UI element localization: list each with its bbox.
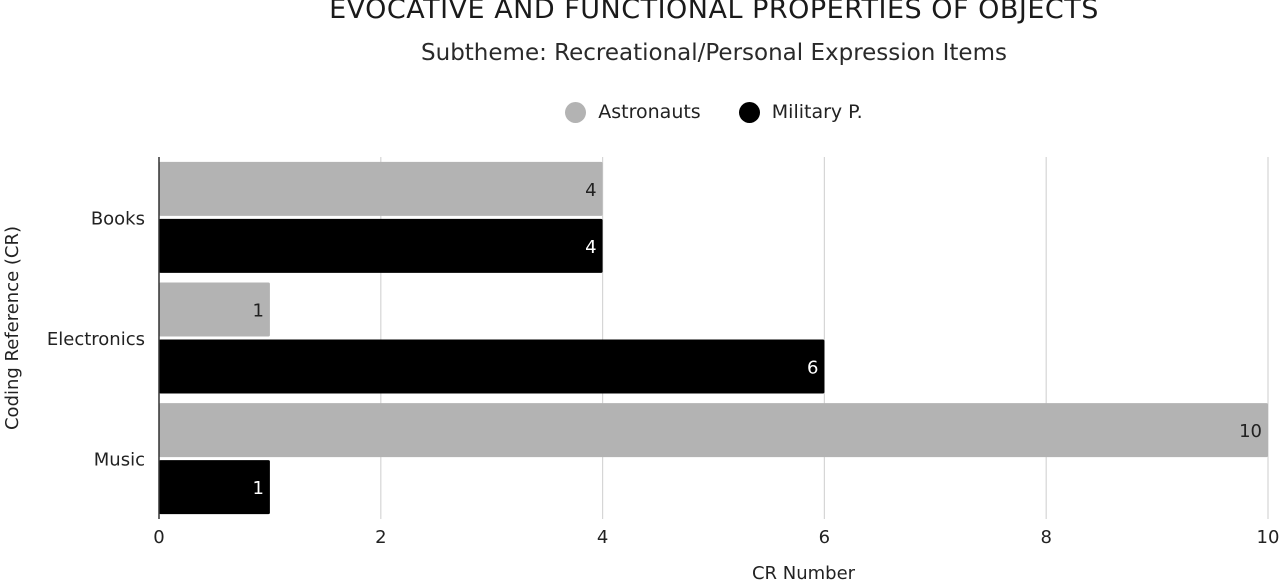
- bar: [159, 460, 270, 515]
- bar: [159, 403, 1268, 458]
- legend: Astronauts Military P.: [0, 101, 1280, 128]
- chart-subtitle: Subtheme: Recreational/Personal Expressi…: [421, 40, 1007, 66]
- data-label: 1: [252, 478, 263, 499]
- legend-swatch-military: [738, 101, 760, 123]
- x-tick-label: 2: [375, 527, 386, 548]
- data-label: 6: [807, 358, 818, 379]
- y-axis-title: Coding Reference (CR): [2, 226, 23, 430]
- data-label: 4: [585, 237, 596, 258]
- category-label: Electronics: [47, 329, 145, 350]
- x-tick-label: 8: [1040, 527, 1051, 548]
- legend-item-astronauts[interactable]: Astronauts: [565, 101, 701, 123]
- x-tick-label: 0: [153, 527, 164, 548]
- data-label: 4: [585, 180, 596, 201]
- chart-title: EVOCATIVE AND FUNCTIONAL PROPERTIES OF O…: [329, 0, 1099, 25]
- bar: [159, 218, 603, 273]
- x-axis-title: CR Number: [752, 563, 856, 583]
- legend-swatch-astronauts: [565, 101, 587, 123]
- x-tick-label: 6: [819, 527, 830, 548]
- category-label: Books: [91, 208, 145, 229]
- bar: [159, 161, 603, 216]
- bar: [159, 282, 270, 337]
- data-label: 10: [1239, 421, 1262, 442]
- bar: [159, 339, 825, 394]
- x-tick-label: 4: [597, 527, 608, 548]
- legend-label-military: Military P.: [771, 101, 863, 123]
- legend-item-military[interactable]: Military P.: [738, 101, 863, 123]
- x-tick-label: 10: [1257, 527, 1280, 548]
- legend-label-astronauts: Astronauts: [598, 101, 701, 123]
- data-label: 1: [252, 301, 263, 322]
- category-label: Music: [94, 450, 145, 471]
